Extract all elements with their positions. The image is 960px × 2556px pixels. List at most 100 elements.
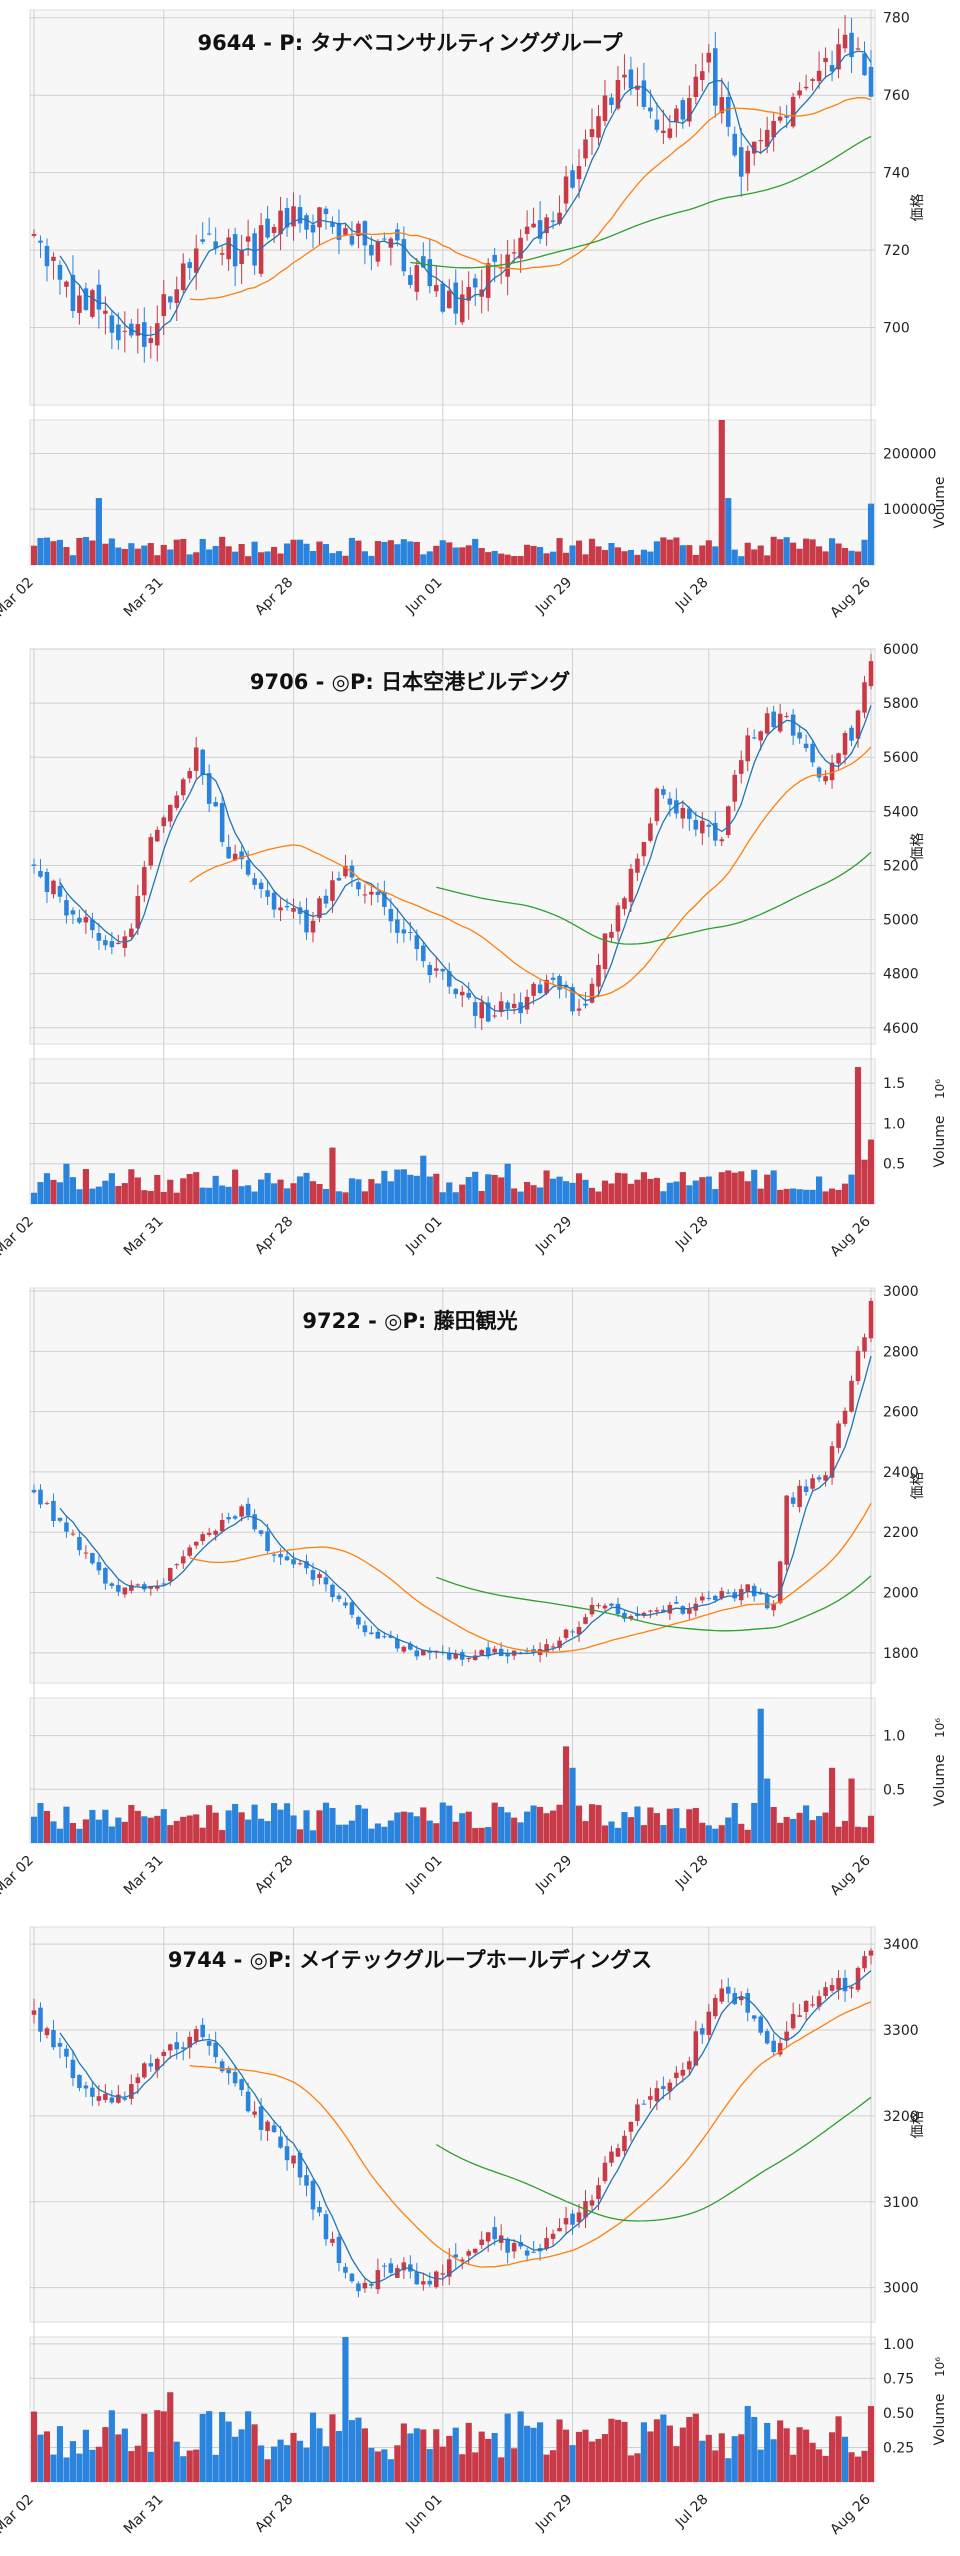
candle-body (615, 905, 621, 932)
volume-bar (147, 543, 154, 565)
candle-body (297, 207, 303, 224)
volume-bar (738, 1171, 745, 1204)
candle-body (654, 1610, 660, 1612)
candle-body (713, 1595, 718, 1601)
candle-body (816, 1996, 822, 2007)
moving-average-short (59, 50, 872, 337)
candle-body (116, 2094, 121, 2103)
volume-bar (212, 545, 219, 565)
volume-bar (128, 1804, 135, 1843)
candle-body (193, 747, 199, 771)
volume-bar (530, 1185, 537, 1204)
candle-body (531, 983, 536, 996)
volume-bar (368, 1828, 375, 1843)
x-tick-label: Mar 31 (121, 1853, 167, 1899)
volume-bar (134, 1177, 141, 1204)
volume-bar (465, 545, 472, 565)
volume-bar (738, 556, 745, 565)
x-tick-label: Jun 01 (402, 1214, 445, 1257)
volume-bar (614, 1172, 622, 1204)
volume-bar (816, 546, 823, 565)
volume-bar (30, 1816, 38, 1843)
candle-body (362, 2282, 368, 2289)
volume-bar (238, 2429, 245, 2482)
volume-bar (498, 2457, 505, 2482)
volume-bar (95, 1186, 102, 1204)
candle-body (258, 882, 264, 889)
candle-body (401, 239, 407, 272)
volume-bar (89, 1188, 96, 1204)
candle-body (784, 115, 789, 118)
volume-bar (660, 1825, 667, 1843)
candle-body (70, 274, 76, 311)
volume-bar (219, 1185, 226, 1204)
volume-bar (102, 1809, 109, 1843)
candle-body (810, 2004, 815, 2006)
volume-bar (76, 1828, 83, 1843)
volume-bar (76, 1189, 83, 1204)
volume-bar (160, 544, 167, 565)
candle-body (596, 116, 601, 138)
candle-body (563, 1629, 569, 1638)
volume-bar (517, 555, 524, 565)
candle-body (161, 1583, 167, 1585)
volume-bar (89, 1809, 96, 1843)
candle-body (388, 2263, 394, 2273)
volume-bar (335, 551, 343, 565)
moving-average-short (59, 705, 872, 1012)
volume-bar (348, 537, 356, 565)
volume-bar (82, 1819, 89, 1843)
volume-bar (472, 1171, 479, 1204)
candle-body (693, 2031, 699, 2066)
candle-body (284, 1556, 290, 1561)
candle-body (641, 1612, 647, 1616)
volume-bar (640, 1825, 647, 1843)
candle-body (602, 1605, 608, 1609)
candle-body (661, 1609, 666, 1612)
price-tick-label: 720 (883, 243, 910, 259)
candle-body (459, 1652, 465, 1660)
candle-body (323, 2214, 329, 2240)
volume-bar (556, 538, 563, 565)
candle-body (622, 1612, 627, 1619)
volume-bar (277, 553, 284, 565)
volume-bar (621, 551, 628, 565)
volume-bar (614, 547, 622, 565)
volume-bar (608, 2418, 615, 2482)
candle-body (31, 864, 37, 866)
candle-body (836, 1977, 841, 1990)
candle-body (485, 1002, 491, 1022)
volume-bar (115, 1817, 122, 1843)
candle-body (492, 1648, 497, 1653)
candle-body (576, 166, 582, 180)
volume-bar (751, 1169, 758, 1204)
candle-body (330, 222, 335, 227)
volume-bar (524, 2425, 531, 2482)
volume-bar (816, 1176, 823, 1204)
price-axis-label: 価格 (910, 2111, 926, 2139)
volume-bar (601, 1825, 609, 1843)
candle-body (427, 2280, 433, 2285)
x-tick-label: Jun 29 (532, 575, 575, 618)
candle-body (810, 1478, 815, 1489)
volume-bar (867, 503, 875, 565)
price-tick-label: 1800 (883, 1646, 919, 1662)
candle-body (388, 238, 394, 248)
candle-body (317, 2206, 322, 2213)
candle-body (129, 1585, 134, 1591)
candle-body (479, 2239, 484, 2246)
candle-body (771, 711, 776, 728)
candle-body (635, 85, 640, 90)
candle-body (829, 1985, 835, 1991)
candle-body (161, 294, 167, 317)
candle-body (330, 880, 335, 901)
candle-body (232, 1516, 238, 1519)
volume-bar (718, 1172, 725, 1204)
volume-bar (790, 2454, 797, 2482)
volume-bar (160, 2411, 167, 2482)
candle-body (362, 894, 368, 896)
volume-bar (296, 2440, 304, 2482)
volume-bar (556, 1176, 563, 1204)
candle-body (868, 66, 874, 97)
volume-bar (180, 1816, 187, 1843)
